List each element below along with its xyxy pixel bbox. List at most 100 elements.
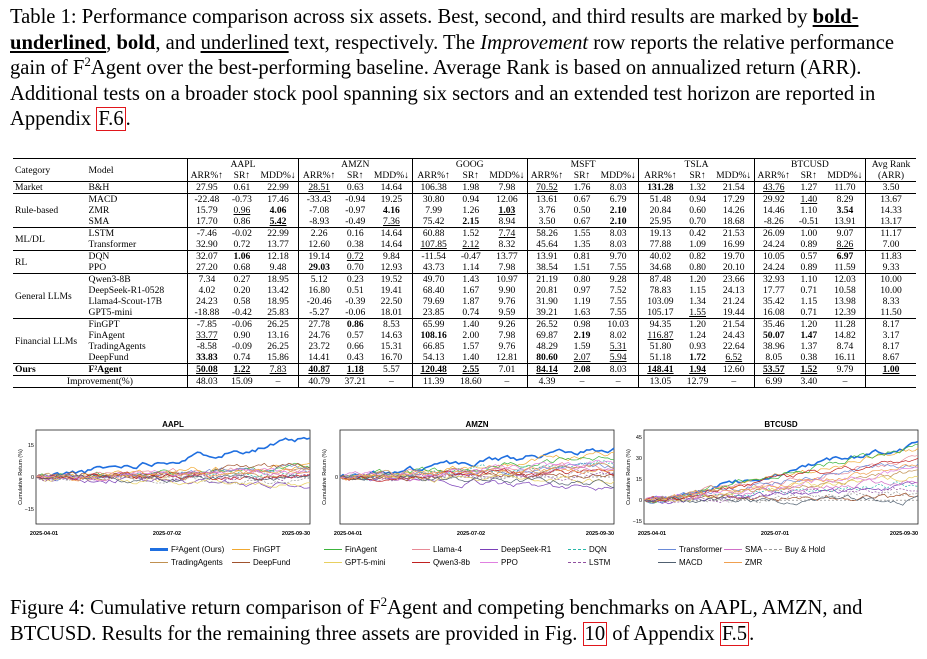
table-cell: 12.39 (834, 307, 856, 318)
table-cell: 16.99 (722, 239, 745, 250)
header-metric: ARR%↑ (298, 170, 340, 182)
table-cell: 7.55 (609, 307, 627, 318)
table-cell: 19.52 (371, 273, 412, 285)
table-cell: 1.57 (462, 341, 480, 352)
table-cell: 12.18 (257, 250, 299, 262)
table-cell: 14.64 (380, 239, 403, 250)
table-cell: 0.61 (225, 181, 258, 194)
legend-swatch (658, 549, 676, 551)
row-category: Financial LLMs (13, 318, 83, 364)
table-cell: 11.39 (411, 375, 455, 388)
table-cell: 27.95 (186, 181, 226, 194)
table-cell: 2.19 (573, 330, 591, 341)
table-cell: 11.28 (824, 318, 866, 330)
table-cell: 21.54 (713, 318, 755, 330)
table-row: FinAgent 33.77 0.90 13.16 24.76 0.57 14.63 108.… (13, 330, 916, 341)
series-line (643, 454, 919, 503)
series-line (643, 464, 919, 501)
table-cell: 19.41 (380, 285, 403, 296)
table-cell: 108.16 (411, 330, 455, 341)
table-row: DeepSeek-R1-0528 4.02 0.20 13.42 16.80 0.51 19… (13, 285, 916, 296)
table-cell: 11.50 (865, 307, 916, 319)
row-category: Ours (13, 363, 83, 376)
table-cell: -0.49 (345, 216, 366, 227)
table-cell: 18.95 (267, 296, 289, 307)
table-cell: 6.52 (725, 352, 743, 363)
table-cell: 4.06 (269, 205, 287, 216)
x-tick-label: 2025-07-01 (761, 531, 789, 537)
table-cell: 14.82 (834, 330, 856, 341)
chart-svg: AAPL Cumulative Return (%) 15 0 −15 2025-04-0… (18, 420, 311, 537)
y-tick-label: −15 (25, 507, 34, 513)
table-cell: 1.10 (792, 273, 825, 285)
table-cell: 25.83 (267, 307, 289, 318)
caption-superscript: 2 (380, 594, 388, 610)
figure-link[interactable]: 10 (582, 621, 608, 646)
table-cell: 1.72 (689, 352, 706, 363)
header-metric: SR↑ (689, 170, 706, 181)
table-cell: 17.46 (257, 193, 299, 205)
table-cell: 1.63 (573, 307, 591, 318)
table-cell: 19.44 (722, 307, 745, 318)
table-cell: 0.38 (346, 239, 364, 250)
table-cell: 18.95 (257, 273, 299, 285)
table-cell: 16.70 (380, 352, 403, 363)
table-cell: 0.57 (792, 250, 825, 262)
legend-item: Llama-4 (412, 544, 462, 556)
table-cell: 12.79 (681, 375, 714, 388)
table-cell: 7.01 (486, 363, 528, 376)
table-cell: 0.94 (681, 193, 714, 205)
table-cell: 2.12 (462, 239, 480, 250)
table-cell: 18.60 (454, 375, 487, 388)
table-cell: 40.02 (638, 250, 682, 262)
table-cell: 29.03 (298, 262, 340, 274)
table-cell: 17.29 (713, 193, 755, 205)
table-cell: 5.42 (269, 216, 287, 227)
table-cell: 116.87 (638, 330, 682, 341)
table-cell: -8.58 (186, 341, 226, 352)
table-cell: 24.23 (186, 296, 226, 307)
header-asset: MSFT (527, 158, 639, 170)
table-cell: 0.70 (689, 216, 706, 227)
table-cell: 20.10 (722, 262, 745, 273)
table-cell: 26.25 (257, 318, 299, 330)
table-cell: 16.11 (834, 352, 856, 363)
x-tick-label: 2025-09-30 (282, 531, 310, 537)
table-cell: 4.16 (383, 205, 400, 216)
appendix-link[interactable]: F.6 (96, 107, 126, 132)
table-cell: 1.34 (689, 296, 706, 307)
table-cell: 10.97 (486, 273, 528, 285)
series-line (643, 481, 919, 505)
row-model: TradingAgents (88, 341, 146, 352)
table-cell: 131.28 (638, 181, 682, 194)
table-cell: 19.13 (638, 227, 682, 239)
table-cell: 2.00 (462, 330, 480, 341)
table-cell: 80.60 (527, 352, 567, 364)
table-cell: 1.52 (454, 227, 487, 239)
table-cell: 0.89 (800, 239, 818, 250)
table-cell: 69.87 (527, 330, 567, 341)
header-metric: SR↑ (462, 170, 480, 181)
chart-btcusd: BTCUSD Cumulative Return (%) 45 30 15 0 −15 202… (622, 420, 924, 540)
table-cell: 0.81 (566, 250, 599, 262)
table-cell: 3.76 (527, 205, 567, 216)
table-cell: – (824, 375, 866, 388)
table-row: Rule-based MACD -22.48 -0.73 17.46 -33.43 -0.9… (13, 193, 916, 228)
table-cell: 1.94 (681, 363, 714, 376)
table-cell: 16.80 (298, 285, 340, 296)
table-cell: 0.98 (566, 318, 599, 330)
table-cell: 31.90 (527, 296, 567, 307)
table-cell: 13.16 (267, 330, 289, 341)
table-cell: 10.00 (865, 273, 916, 285)
table-cell: 1.00 (792, 227, 825, 239)
chart-amzn: AMZN Cumulative Return (%) 0 2025-04-01 2025… (318, 420, 620, 540)
appendix-link[interactable]: F.5 (719, 621, 750, 646)
table-header-row: Category Model AAPL AMZN GOOG MSFT TSLA BTCUSD A… (13, 158, 916, 182)
table-cell: 65.99 (411, 318, 455, 330)
table-cell: 5.31 (609, 341, 627, 352)
table-cell: 45.64 (527, 239, 567, 251)
row-category: ML/DL (13, 227, 83, 251)
table-cell: 105.17 (638, 307, 682, 319)
legend-swatch (150, 562, 168, 564)
caption-text: . (749, 622, 755, 645)
